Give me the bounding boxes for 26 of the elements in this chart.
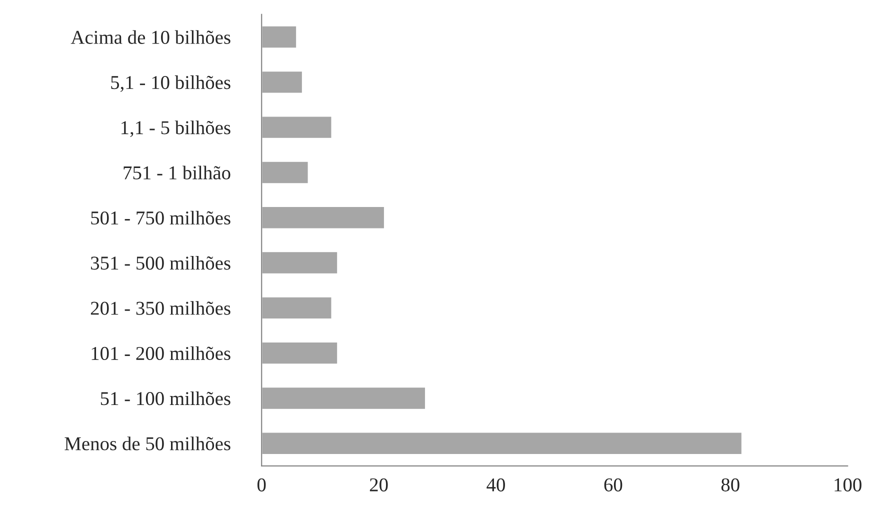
x-tick-label: 100 (834, 478, 862, 492)
bar (262, 296, 333, 320)
bar (262, 386, 426, 410)
y-tick-label: Menos de 50 milhões (64, 436, 230, 450)
x-tick-label: 80 (721, 478, 740, 492)
x-tick-label: 40 (486, 478, 505, 492)
bar (262, 431, 743, 456)
y-tick-label: 201 - 350 milhões (90, 301, 230, 315)
bar (262, 160, 310, 184)
y-tick-label: 51 - 100 milhões (100, 391, 230, 406)
y-tick-label: 351 - 500 milhões (91, 256, 230, 270)
bar (262, 70, 304, 94)
y-tick-label: 101 - 200 milhões (92, 346, 230, 360)
bar (262, 115, 333, 140)
bar (262, 341, 338, 366)
y-tick-label: 1,1 - 5 bilhões (122, 120, 230, 138)
x-tick-label: 60 (604, 478, 622, 492)
x-tick-label: 20 (370, 478, 388, 492)
bar (262, 25, 298, 50)
bar (262, 250, 338, 275)
y-tick-label: 501 - 750 milhões (91, 210, 230, 225)
y-tick-label: 751 - 1 bilhão (124, 166, 230, 180)
x-tick-label: 0 (257, 478, 266, 492)
y-tick-label: Acima de 10 bilhões (70, 30, 230, 44)
bar (262, 206, 386, 230)
y-tick-label: 5,1 - 10 bilhões (111, 75, 230, 92)
